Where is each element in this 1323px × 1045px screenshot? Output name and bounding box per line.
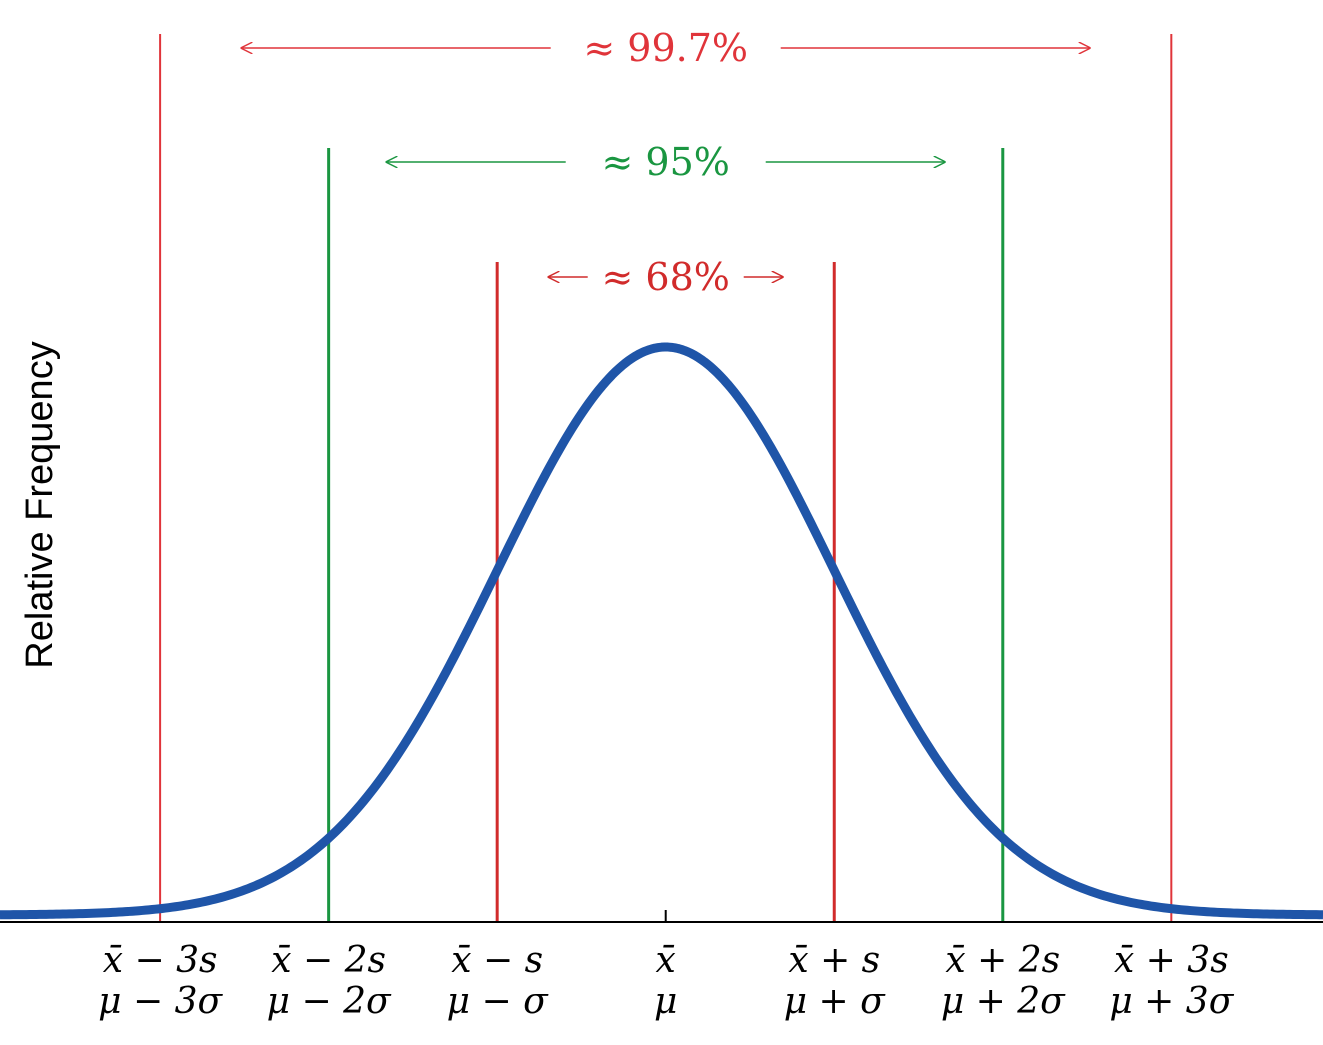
tick-label-sample: x̄ + 2s bbox=[945, 940, 1060, 981]
band-label-1: ≈ 68% bbox=[602, 255, 730, 299]
tick-label-population: μ + σ bbox=[784, 981, 886, 1022]
x-axis-tick-labels: x̄ − 3sμ − 3σx̄ − 2sμ − 2σx̄ − sμ − σx̄μ… bbox=[98, 940, 1235, 1022]
band-label-2: ≈ 95% bbox=[602, 140, 730, 184]
tick-label-population: μ + 3σ bbox=[1109, 981, 1234, 1022]
tick-label-population: μ + 2σ bbox=[941, 981, 1066, 1022]
tick-label-sample: x̄ − 3s bbox=[103, 940, 218, 981]
tick-label-sample: x̄ + s bbox=[788, 940, 880, 981]
tick-label-sample: x̄ − s bbox=[451, 940, 543, 981]
tick-label-sample: x̄ − 2s bbox=[271, 940, 386, 981]
tick-label-sample: x̄ bbox=[656, 940, 676, 981]
band-lines bbox=[159, 34, 1173, 922]
tick-label-population: μ − σ bbox=[447, 981, 549, 1022]
tick-label-population: μ − 2σ bbox=[267, 981, 392, 1022]
tick-label-population: μ bbox=[654, 981, 677, 1022]
normal-curve bbox=[0, 342, 1323, 920]
band-arrows: ≈ 68% ≈ 95% ≈ 99.7% bbox=[240, 26, 1091, 299]
band-label-3: ≈ 99.7% bbox=[583, 26, 748, 70]
tick-label-population: μ − 3σ bbox=[98, 981, 223, 1022]
tick-label-sample: x̄ + 3s bbox=[1114, 940, 1229, 981]
y-axis-label: Relative Frequency bbox=[19, 341, 61, 668]
